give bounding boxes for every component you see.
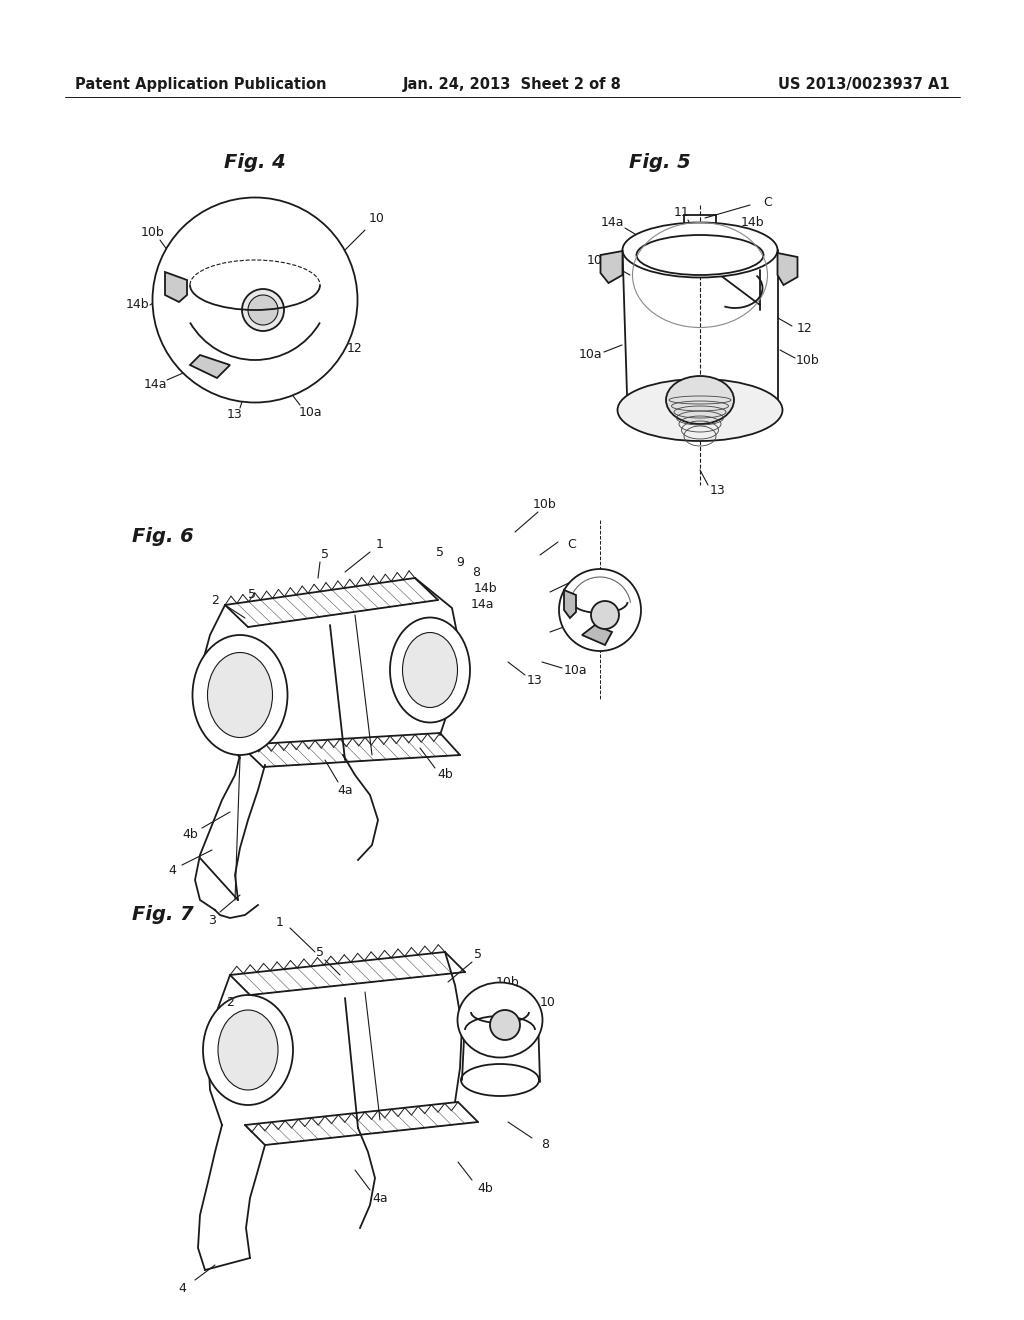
Text: 5: 5 [474, 949, 482, 961]
Text: 14b: 14b [125, 298, 148, 312]
Ellipse shape [242, 289, 284, 331]
Text: 3: 3 [208, 913, 216, 927]
Ellipse shape [559, 569, 641, 651]
Ellipse shape [490, 1010, 520, 1040]
Text: Fig. 4: Fig. 4 [224, 153, 286, 173]
Text: 10a: 10a [579, 348, 602, 362]
Text: 1: 1 [276, 916, 284, 928]
Text: 11: 11 [674, 206, 690, 219]
Ellipse shape [637, 235, 764, 275]
Text: 4b: 4b [182, 829, 198, 842]
Text: 4: 4 [178, 1282, 186, 1295]
Polygon shape [564, 590, 575, 618]
Text: 10: 10 [540, 995, 556, 1008]
Text: 12: 12 [797, 322, 813, 334]
Ellipse shape [402, 632, 458, 708]
Ellipse shape [203, 995, 293, 1105]
Polygon shape [777, 253, 798, 285]
Text: 12: 12 [347, 342, 362, 355]
Text: 14a: 14a [143, 379, 167, 392]
Ellipse shape [218, 1010, 278, 1090]
Ellipse shape [591, 601, 618, 630]
Text: 8: 8 [541, 1138, 549, 1151]
Polygon shape [165, 272, 187, 302]
Text: Fig. 7: Fig. 7 [132, 906, 194, 924]
Text: 4: 4 [168, 863, 176, 876]
Ellipse shape [666, 376, 734, 424]
Text: 14a: 14a [600, 215, 624, 228]
Ellipse shape [390, 618, 470, 722]
Text: 8: 8 [472, 565, 480, 578]
Text: 10b: 10b [496, 975, 520, 989]
Text: 12: 12 [578, 615, 593, 628]
Text: 10b: 10b [141, 226, 165, 239]
Ellipse shape [617, 379, 782, 441]
Text: Fig. 6: Fig. 6 [132, 528, 194, 546]
Text: 4b: 4b [437, 768, 453, 781]
Polygon shape [600, 251, 623, 282]
Ellipse shape [193, 635, 288, 755]
Text: 5: 5 [436, 545, 444, 558]
Text: 13: 13 [527, 673, 543, 686]
Text: C: C [764, 195, 772, 209]
Text: 5: 5 [248, 589, 256, 602]
Text: 4a: 4a [372, 1192, 388, 1204]
Text: 10a: 10a [563, 664, 587, 676]
Text: 2: 2 [226, 995, 233, 1008]
Polygon shape [582, 624, 612, 645]
Ellipse shape [153, 198, 357, 403]
Text: 5: 5 [316, 945, 324, 958]
Text: 2: 2 [211, 594, 219, 606]
Text: 13: 13 [710, 483, 726, 496]
Text: 13: 13 [227, 408, 243, 421]
Text: 4a: 4a [337, 784, 353, 796]
Text: 5: 5 [321, 549, 329, 561]
Ellipse shape [248, 294, 278, 325]
Ellipse shape [208, 652, 272, 738]
Text: 1: 1 [376, 539, 384, 552]
Text: Fig. 5: Fig. 5 [629, 153, 691, 173]
Polygon shape [190, 355, 230, 378]
Text: 10b: 10b [796, 354, 820, 367]
Text: 10: 10 [369, 211, 385, 224]
Text: 10b: 10b [534, 499, 557, 511]
Text: 14a: 14a [470, 598, 494, 611]
Text: C: C [567, 539, 577, 552]
Ellipse shape [623, 223, 777, 277]
Text: 10a: 10a [298, 405, 322, 418]
Ellipse shape [458, 982, 543, 1057]
Text: 14b: 14b [473, 582, 497, 594]
Text: 9: 9 [456, 557, 464, 569]
Text: 14b: 14b [740, 215, 764, 228]
Text: 10: 10 [587, 253, 603, 267]
Text: 10: 10 [580, 572, 596, 585]
Text: 4b: 4b [477, 1181, 493, 1195]
Text: US 2013/0023937 A1: US 2013/0023937 A1 [778, 78, 950, 92]
Text: Patent Application Publication: Patent Application Publication [75, 78, 327, 92]
Text: Jan. 24, 2013  Sheet 2 of 8: Jan. 24, 2013 Sheet 2 of 8 [402, 78, 622, 92]
